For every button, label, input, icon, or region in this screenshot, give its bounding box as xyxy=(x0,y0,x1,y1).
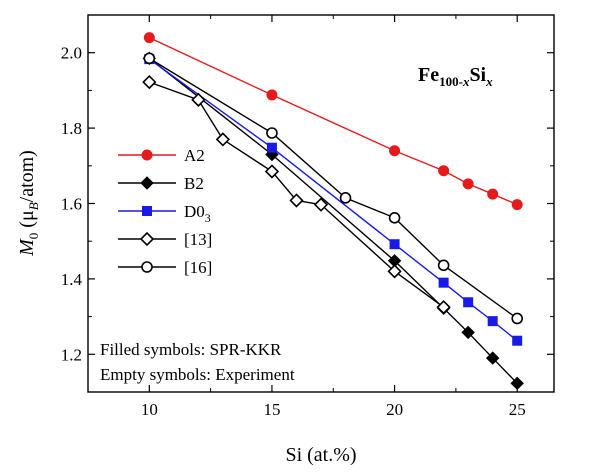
data-point xyxy=(339,192,352,204)
legend-item-1: A2 xyxy=(118,146,205,165)
y-tick-label: 2.0 xyxy=(61,44,82,63)
data-point xyxy=(438,277,449,288)
data-point xyxy=(266,142,277,153)
legend-label: D03 xyxy=(184,202,211,225)
legend-marker xyxy=(139,231,155,247)
y-tick-label: 1.8 xyxy=(61,119,82,138)
data-point xyxy=(264,164,280,179)
data-point xyxy=(512,335,523,346)
legend-marker xyxy=(142,206,152,216)
data-point xyxy=(463,297,474,308)
data-point xyxy=(511,312,524,325)
x-tick-label: 25 xyxy=(509,400,526,419)
data-point xyxy=(266,127,278,139)
legend-item-2: B2 xyxy=(118,174,204,193)
data-point xyxy=(437,259,450,272)
data-point xyxy=(266,89,278,101)
chart-title: Fe100-xSix xyxy=(418,64,493,89)
axis-ticks: 10 15 20 25 1.2 1.4 1.6 1.8 2.0 xyxy=(61,14,554,419)
data-point xyxy=(191,92,206,107)
legend-label: [13] xyxy=(184,230,212,249)
annotation-empty-symbols: Empty symbols: Experiment xyxy=(100,365,295,384)
data-point xyxy=(313,197,329,212)
series-line xyxy=(149,36,518,206)
legend-item-3: D03 xyxy=(118,202,211,225)
legend-marker xyxy=(141,261,153,273)
data-point xyxy=(510,376,524,391)
data-point xyxy=(289,193,304,208)
data-point xyxy=(485,351,500,365)
data-point xyxy=(143,52,156,65)
legend-label: A2 xyxy=(184,146,205,165)
legend-item-4: [13] xyxy=(118,230,212,249)
data-point xyxy=(511,199,523,211)
y-tick-label: 1.4 xyxy=(61,270,83,289)
y-tick-label: 1.2 xyxy=(61,345,82,364)
legend-label: B2 xyxy=(184,174,204,193)
y-tick-label: 1.6 xyxy=(61,195,82,214)
data-point xyxy=(487,188,499,200)
y-axis-label: M0 (μB/atom) xyxy=(16,150,41,257)
legend-item-5: [16] xyxy=(118,258,212,277)
data-point xyxy=(215,132,231,147)
series-5 xyxy=(143,52,524,325)
data-point xyxy=(438,165,450,177)
series-line xyxy=(148,57,518,320)
x-tick-label: 15 xyxy=(263,400,280,419)
x-tick-label: 10 xyxy=(141,400,158,419)
x-tick-label: 20 xyxy=(386,400,403,419)
legend-label: [16] xyxy=(184,258,212,277)
data-point xyxy=(143,32,155,44)
data-point xyxy=(389,239,400,250)
legend-marker xyxy=(141,149,153,161)
series-line xyxy=(149,81,445,308)
data-point xyxy=(142,74,157,90)
x-axis-label: Si (at.%) xyxy=(285,444,356,466)
data-point xyxy=(436,300,451,315)
series-4 xyxy=(142,74,451,315)
annotation-filled-symbols: Filled symbols: SPR-KKR xyxy=(100,340,282,359)
legend-marker xyxy=(140,176,154,190)
data-point xyxy=(462,178,474,190)
data-point xyxy=(487,316,498,327)
data-point xyxy=(461,325,475,340)
legend: A2 B2 D03 [13] [16] xyxy=(118,146,212,277)
data-point xyxy=(387,264,402,279)
series-layer xyxy=(142,32,524,391)
data-point xyxy=(388,212,401,224)
data-point xyxy=(389,145,401,157)
series-1 xyxy=(143,32,523,211)
